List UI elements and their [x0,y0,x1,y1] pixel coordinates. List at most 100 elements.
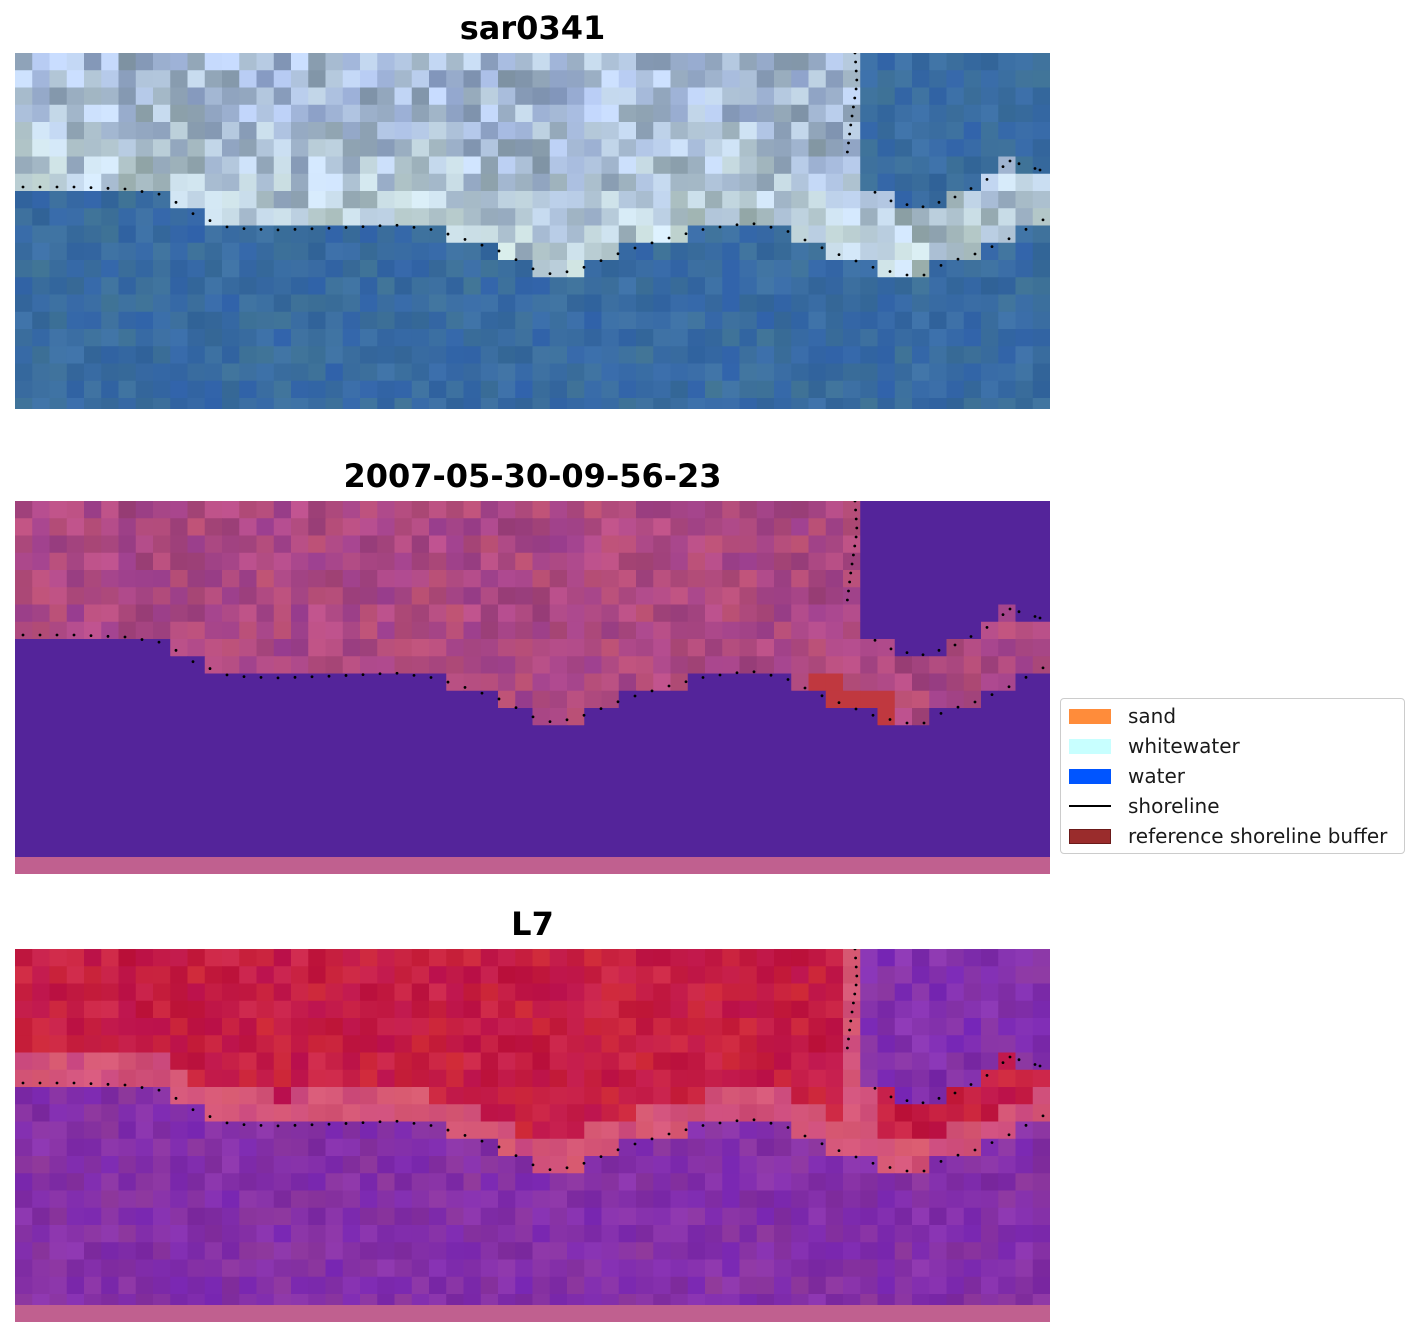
pixel [825,156,844,175]
pixel [360,949,378,967]
pixel [584,656,603,675]
legend-label: sand [1128,704,1177,728]
pixel [843,1156,861,1174]
shoreline-dot [848,580,852,584]
pixel [584,604,603,623]
pixel [204,242,223,261]
pixel [584,777,603,795]
pixel [273,1190,292,1209]
pixel [118,570,137,588]
pixel [498,1069,516,1088]
pixel [722,1156,741,1174]
pixel [929,949,948,967]
pixel [342,1104,361,1123]
pixel [84,742,102,761]
pixel [877,225,896,244]
pixel [515,53,534,71]
pixel [756,690,775,709]
pixel [118,1225,137,1243]
pixel [756,70,775,89]
pixel [549,1294,568,1305]
pixel [480,690,499,709]
pixel [705,1035,723,1054]
pixel [342,1035,361,1054]
pixel [187,329,206,347]
pixel [912,242,930,261]
pixel [101,518,120,537]
pixel [549,208,568,227]
pixel [774,1173,792,1192]
pixel [480,725,499,744]
pixel [549,759,568,778]
pixel [498,139,516,158]
pixel [963,690,982,709]
pixel [1032,690,1050,709]
pixel [222,156,240,175]
pixel [394,725,413,744]
pixel [66,552,85,571]
pixel [84,398,102,409]
pixel [153,1294,171,1305]
pixel [894,811,913,830]
pixel [187,518,206,537]
pixel [377,1276,396,1295]
pixel [1032,363,1050,382]
pixel [118,1242,137,1261]
pixel [670,535,689,554]
pixel [894,725,913,744]
pixel [1015,1276,1034,1295]
pixel [325,552,344,571]
pixel [342,1225,361,1243]
pixel [15,53,33,71]
pixel [739,1225,758,1243]
pixel [877,966,896,985]
pixel [377,759,396,778]
pixel [411,1138,430,1157]
pixel [498,363,516,382]
pixel [101,759,120,778]
pixel [170,587,189,606]
pixel [584,1052,603,1071]
pixel [791,742,810,761]
pixel [377,777,396,795]
pixel [273,673,292,692]
shoreline-dot [888,718,892,721]
pixel [204,604,223,623]
shoreline-dot [847,141,850,145]
pixel [1015,398,1034,409]
pixel [601,1069,620,1088]
pixel [308,70,327,89]
pixel [860,1104,879,1123]
pixel [722,552,741,571]
pixel [981,1294,999,1305]
pixel [256,398,275,409]
legend-label: shoreline [1128,794,1220,818]
pixel [843,1087,861,1105]
pixel [360,811,378,830]
pixel [653,53,672,71]
pixel [32,949,51,967]
pixel [394,501,413,519]
pixel [756,725,775,744]
pixel [360,398,378,409]
pixel [135,742,154,761]
pixel [360,535,378,554]
pixel [549,294,568,313]
shoreline-dot [344,226,348,229]
pixel [670,139,689,158]
pixel [291,398,309,409]
shoreline-dot [582,713,586,717]
pixel [946,708,965,726]
pixel [567,1173,585,1192]
pixel [705,225,723,244]
pixel [929,1259,948,1278]
pixel [394,1207,413,1226]
pixel [498,1225,516,1243]
pixel [584,277,603,296]
pixel [239,639,258,657]
pixel [515,1242,534,1261]
pixel [515,587,534,606]
pixel [636,1225,654,1243]
pixel [515,104,534,123]
pixel [256,1018,275,1036]
